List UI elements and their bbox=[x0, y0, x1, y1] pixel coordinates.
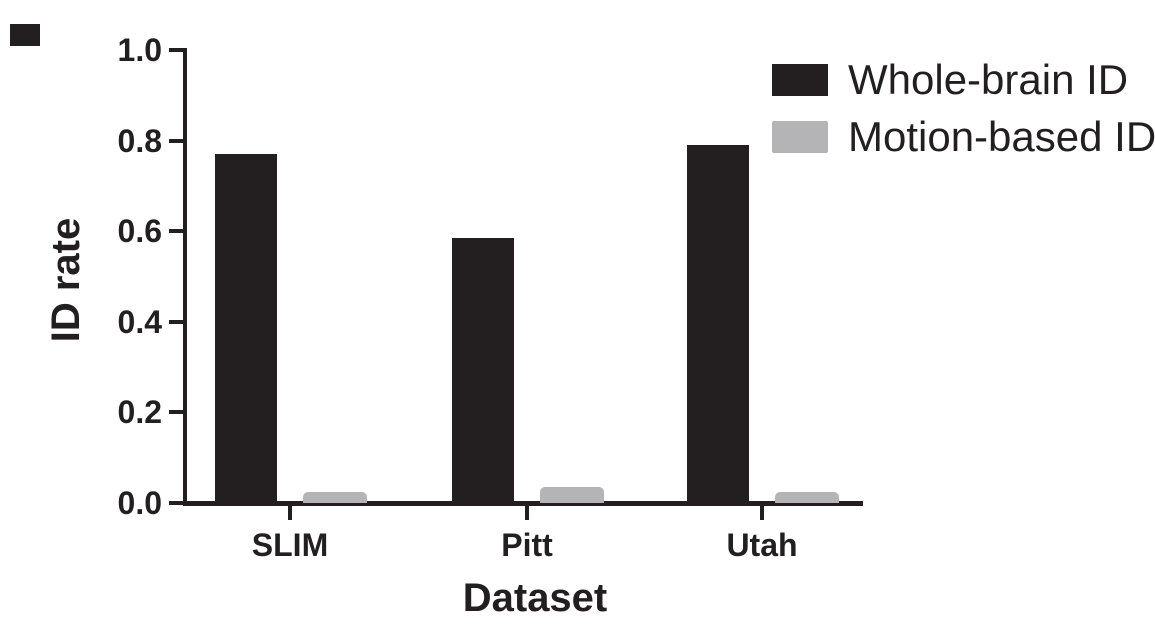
corner-crop-artifact bbox=[10, 24, 40, 46]
bar-whole-brain-slim bbox=[215, 154, 277, 503]
x-tick bbox=[760, 503, 764, 520]
y-tick bbox=[169, 501, 185, 505]
y-tick bbox=[169, 48, 185, 52]
x-category-label: SLIM bbox=[251, 527, 329, 563]
x-axis-line bbox=[183, 501, 863, 506]
bar-whole-brain-utah bbox=[687, 145, 749, 503]
y-tick bbox=[169, 138, 185, 143]
legend-label-whole-brain: Whole-brain ID bbox=[848, 56, 1129, 103]
x-tick bbox=[525, 503, 529, 520]
x-axis-title: Dataset bbox=[462, 576, 608, 620]
bar-whole-brain-pitt bbox=[452, 238, 514, 503]
y-tick-label: 0.8 bbox=[117, 122, 162, 159]
y-tick-label: 0.6 bbox=[117, 213, 162, 250]
legend-swatch-motion-based bbox=[772, 121, 828, 153]
y-tick bbox=[169, 319, 185, 324]
x-tick bbox=[288, 503, 292, 520]
y-tick-label: 0.2 bbox=[117, 394, 162, 431]
bar-motion-based-slim bbox=[303, 492, 367, 503]
y-tick bbox=[169, 229, 185, 234]
y-tick bbox=[169, 410, 185, 415]
bar-motion-based-pitt bbox=[540, 487, 604, 503]
bar-motion-based-utah bbox=[775, 492, 839, 503]
y-axis-title: ID rate bbox=[44, 217, 88, 343]
legend-swatch-whole-brain bbox=[772, 64, 828, 96]
y-axis-line bbox=[183, 48, 187, 506]
y-tick-label: 0.0 bbox=[117, 485, 162, 521]
x-category-label: Utah bbox=[726, 527, 798, 563]
x-category-label: Pitt bbox=[501, 527, 553, 563]
y-tick-label: 1.0 bbox=[117, 32, 162, 68]
legend-label-motion-based: Motion-based ID bbox=[848, 113, 1155, 160]
y-tick-label: 0.4 bbox=[117, 303, 162, 340]
